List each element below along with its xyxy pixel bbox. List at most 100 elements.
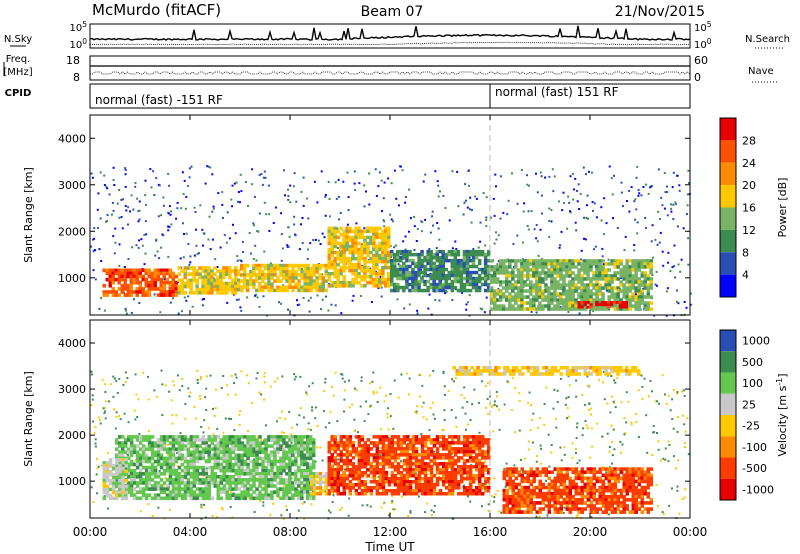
velocity-cell [249,453,253,458]
power-scatter-cell [455,248,458,250]
velocity-cell [150,456,155,461]
velocity-scatter-cell [409,510,412,513]
power-cell [147,293,151,297]
power-cell [270,266,274,271]
power-scatter-cell [108,193,111,196]
power-cell [333,229,337,234]
power-cell [471,255,476,260]
power-cell [553,289,557,293]
power-cell [625,268,629,272]
power-scatter-cell [103,184,106,186]
velocity-cell [198,487,203,491]
power-cell [396,249,400,254]
power-cell [411,276,415,281]
power-cell [483,270,488,275]
power-scatter-cell [237,191,240,193]
power-cell [207,281,211,286]
velocity-cell [118,475,122,480]
velocity-cell [264,468,268,473]
power-scatter-cell [620,276,623,279]
power-cell [595,283,599,287]
velocity-scatter-cell [260,438,263,441]
power-cell [511,274,515,278]
power-cell [462,264,467,269]
velocity-scatter-cell [138,432,141,435]
power-cell [429,282,433,287]
velocity-cell [252,468,256,473]
velocity-scatter-cell [630,421,633,424]
velocity-cell [102,496,107,501]
power-cell [399,258,403,263]
velocity-cell [144,484,149,488]
power-cell [327,229,331,234]
power-cell [487,264,491,269]
velocity-scatter-cell [444,393,446,396]
power-cell [129,280,133,285]
velocity-cell [219,478,223,482]
power-cell [618,301,623,304]
velocity-cell [177,456,182,461]
power-scatter-cell [351,299,354,302]
velocity-scatter-cell [683,442,686,445]
power-cell [219,281,223,286]
velocity-cell [162,481,167,485]
velocity-cell [285,465,289,470]
power-cell [568,295,572,299]
velocity-cell [118,444,122,448]
power-scatter-cell [395,197,398,200]
velocity-cell [303,456,307,461]
power-cell [523,307,527,311]
power-cell [441,282,445,287]
power-cell [192,291,196,295]
power-cell [465,279,470,284]
power-scatter-cell [231,205,234,208]
velocity-scatter-cell [247,382,250,385]
power-cell [592,307,596,311]
power-cell [156,277,160,282]
velocity-cell [105,493,110,498]
power-cell [462,255,467,260]
velocity-scatter-cell [109,383,112,386]
velocity-cell [141,450,146,455]
power-scatter-cell [106,220,109,223]
power-cell [294,263,298,268]
velocity-scatter-cell [614,406,617,409]
velocity-scatter-cell [99,422,102,425]
power-cell [375,229,379,234]
power-scatter-cell [263,170,266,173]
velocity-cell [144,478,149,482]
power-cell [339,250,343,255]
date-label: 21/Nov/2015 [615,4,705,20]
velocity-cell [204,484,209,488]
power-cell [634,286,638,290]
power-cell [255,276,259,280]
power-cell [168,274,172,279]
velocity-cell [270,459,274,464]
power-cell [487,285,491,290]
velocity-cell [124,478,128,483]
power-cell [625,271,629,275]
velocity-cell [285,481,289,485]
power-cell [366,241,370,246]
power-cell [159,284,163,288]
power-scatter-cell [122,198,124,201]
power-cell [550,301,554,305]
power-cell [526,307,530,311]
velocity-cell [201,438,206,442]
velocity-cell [118,478,122,483]
power-scatter-cell [680,258,683,261]
power-scatter-cell [239,306,242,309]
power-scatter-cell [528,184,530,187]
velocity-scatter-cell [147,430,150,433]
power-cell [288,285,292,290]
power-scatter-cell [544,176,547,179]
velocity-scatter-cell [429,463,432,466]
velocity-scatter-cell [454,416,457,419]
velocity-cell [144,453,149,458]
velocity-cell [213,462,217,467]
power-cell [601,303,605,307]
power-cell [468,276,473,281]
power-cell [450,249,455,254]
velocity-cell [228,447,232,451]
velocity-cell [135,453,140,458]
